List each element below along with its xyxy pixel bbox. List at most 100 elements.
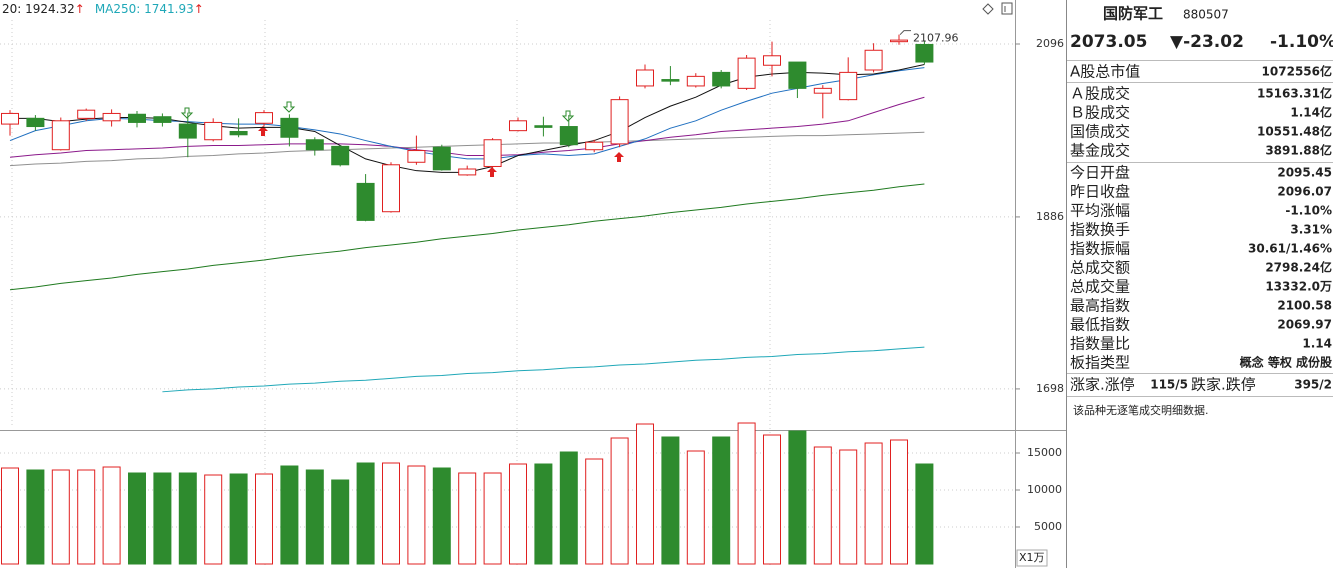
breadth-value: 115/5 (1150, 378, 1188, 392)
candle-body (77, 109, 96, 119)
row-value: 30.61/1.46% (1248, 242, 1332, 256)
row-value: 2798.24亿 (1265, 260, 1332, 275)
volume-bar (788, 430, 807, 565)
volume-bar (636, 423, 654, 565)
volume-bar (432, 467, 451, 565)
row-label: 指数振幅 (1070, 240, 1130, 258)
ma-line (9, 96, 925, 158)
volume-bar (839, 449, 858, 565)
volume-bar (585, 458, 604, 565)
candle-body (382, 164, 400, 213)
sell-arrow (180, 107, 194, 119)
breadth-value: 395/2 (1294, 378, 1332, 392)
volume-bar (483, 472, 502, 565)
volume-bar (763, 434, 781, 565)
diamond-icon[interactable] (982, 3, 994, 15)
sell-arrow (561, 110, 575, 122)
candle-body (509, 120, 527, 132)
row-value: 2095.45 (1277, 166, 1332, 180)
buy-arrow (614, 152, 624, 162)
unit-box (1016, 549, 1048, 567)
candle-body (204, 121, 223, 141)
signal-arrows (180, 101, 624, 177)
row-value: 2100.58 (1277, 299, 1332, 313)
candle-body (636, 69, 654, 87)
y-tick-label: 10000 (1027, 483, 1062, 496)
volume-bar (686, 450, 705, 565)
row-label: A股总市值 (1070, 63, 1140, 81)
volume-bar (890, 439, 908, 565)
price-change: ▼-23.02 (1170, 32, 1244, 52)
candle-body (407, 150, 426, 163)
panel-code: 880507 (1183, 8, 1229, 22)
volume-bar (178, 472, 197, 565)
row-label: 总成交量 (1070, 278, 1130, 296)
candle-body (483, 139, 502, 167)
volume-bar (813, 446, 832, 565)
row-label: Ｂ股成交 (1070, 104, 1130, 122)
row-value: 概念 等权 成份股 (1240, 355, 1333, 370)
row-label: 最高指数 (1070, 297, 1130, 315)
volume-bar (1, 467, 19, 565)
candle-body (229, 130, 248, 136)
volume-bar (153, 472, 172, 565)
row-value: 10551.48亿 (1257, 124, 1332, 139)
row-label: 指数换手 (1070, 221, 1130, 239)
sell-arrow (282, 101, 296, 113)
candle-body (839, 71, 858, 101)
volume-bar (458, 472, 477, 565)
row-label: Ａ股成交 (1070, 85, 1130, 103)
legend-text: 20: 1924.32 (2, 2, 75, 16)
ma-line (9, 183, 925, 291)
candle-body (686, 75, 705, 87)
candle-body (280, 117, 299, 138)
volume-bar (712, 436, 731, 565)
volume-bar (128, 472, 146, 565)
y-tick-label: 15000 (1027, 446, 1062, 459)
y-tick-label: 1886 (1036, 210, 1064, 223)
high-marker (899, 30, 911, 36)
buy-arrow (487, 167, 497, 177)
y-tick-label: 1698 (1036, 382, 1064, 395)
high-label: 2107.96 (913, 32, 959, 45)
volume-bar (407, 465, 426, 565)
candle-body (864, 49, 883, 71)
row-label: 基金成交 (1070, 142, 1130, 160)
legend-text: MA250: 1741.93 (95, 2, 194, 16)
candle-body (458, 168, 477, 176)
row-value: 2096.07 (1277, 185, 1332, 199)
row-label: 总成交额 (1070, 259, 1130, 277)
volume-bar (610, 437, 629, 565)
panel-note: 该品种无逐笔成交明细数据. (1073, 403, 1209, 417)
candle-body (763, 55, 781, 66)
volume-bar (534, 463, 553, 565)
candle-body (712, 71, 731, 87)
candle-body (102, 112, 121, 122)
row-value: 15163.31亿 (1257, 86, 1332, 101)
candle-body (128, 113, 146, 123)
breadth-label: 跌家.跌停 (1191, 376, 1256, 394)
row-value: 3891.88亿 (1265, 143, 1332, 158)
volume-bar (661, 436, 680, 565)
row-value: -1.10% (1285, 204, 1332, 218)
candle-body (153, 116, 172, 123)
candle-body (534, 125, 553, 128)
candle-body (915, 43, 934, 63)
volume-bar (305, 469, 324, 565)
candle-body (788, 61, 807, 89)
volume-bar (509, 463, 527, 565)
legend-arrow: ↑ (194, 2, 204, 16)
legend: 20: 1924.32↑ MA250: 1741.93↑ (2, 2, 204, 16)
volume-bar (255, 473, 273, 565)
candle-body (255, 112, 273, 124)
window-icon[interactable] (1001, 2, 1013, 15)
volume-bar (280, 465, 299, 565)
candle-body (305, 139, 324, 151)
volume-bar (915, 463, 934, 565)
row-label: 板指类型 (1070, 354, 1130, 372)
volume-bar (737, 422, 756, 565)
volume-bar (102, 466, 121, 565)
volume-bar (559, 451, 578, 565)
